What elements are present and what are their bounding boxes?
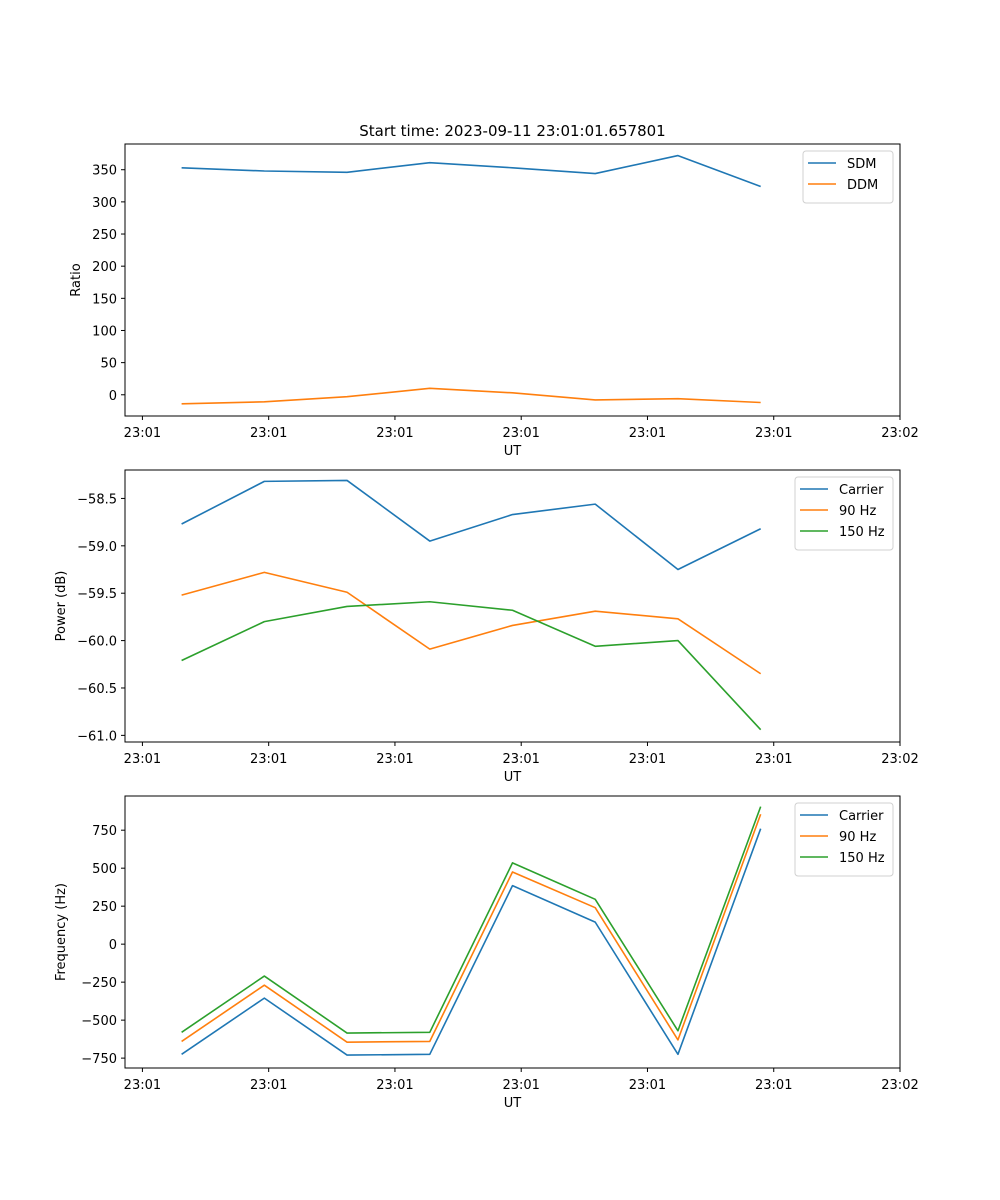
- x-tick-label: 23:01: [755, 1078, 792, 1093]
- x-tick-label: 23:01: [124, 752, 161, 767]
- series-line-150-hz: [181, 600, 762, 731]
- series-line-150-hz: [181, 806, 762, 1034]
- y-tick-label: 50: [100, 357, 117, 372]
- x-axis-label: UT: [504, 770, 522, 785]
- legend-frame: [802, 150, 894, 204]
- series-line-carrier: [181, 828, 762, 1056]
- legend-label: DDM: [847, 178, 878, 193]
- y-axis-label: Ratio: [69, 263, 84, 296]
- y-tick-label: 250: [92, 900, 117, 915]
- y-tick-label: −61.0: [77, 729, 117, 744]
- series-line-carrier: [181, 479, 762, 571]
- power-panel: 23:01 23:01 23:01 23:01 23:01 23:01 23:02 −61.0…: [54, 469, 919, 785]
- plot-area-frame: [124, 143, 901, 417]
- y-tick-label: 100: [92, 324, 117, 339]
- x-tick-label: 23:01: [376, 752, 413, 767]
- y-tick-label: −59.0: [77, 540, 117, 555]
- legend-label: Carrier: [839, 809, 884, 824]
- x-tick-label: 23:02: [881, 752, 918, 767]
- x-tick-label: 23:02: [881, 426, 918, 441]
- x-tick-label: 23:01: [502, 426, 539, 441]
- legend-label: 90 Hz: [839, 830, 876, 845]
- x-tick-label: 23:01: [250, 1078, 287, 1093]
- x-tick-label: 23:01: [629, 426, 666, 441]
- y-tick-label: −60.5: [77, 682, 117, 697]
- series-line-sdm: [181, 154, 761, 188]
- x-tick-label: 23:02: [881, 1078, 918, 1093]
- y-tick-label: 750: [92, 824, 117, 839]
- x-tick-label: 23:01: [124, 1078, 161, 1093]
- chart-title: Start time: 2023-09-11 23:01:01.657801: [359, 122, 665, 140]
- legend-label: Carrier: [839, 483, 884, 498]
- x-tick-label: 23:01: [502, 752, 539, 767]
- legend-label: SDM: [847, 157, 876, 172]
- legend-label: 90 Hz: [839, 504, 876, 519]
- x-tick-label: 23:01: [376, 1078, 413, 1093]
- y-tick-label: 200: [92, 260, 117, 275]
- y-tick-label: 0: [109, 389, 117, 404]
- x-tick-label: 23:01: [755, 752, 792, 767]
- x-tick-label: 23:01: [755, 426, 792, 441]
- y-tick-label: −60.0: [77, 635, 117, 650]
- frequency-panel: 23:01 23:01 23:01 23:01 23:01 23:01 23:02 −750 −…: [54, 795, 919, 1111]
- legend-label: 150 Hz: [839, 525, 885, 540]
- y-axis-label: Frequency (Hz): [54, 883, 69, 981]
- legend: SDM DDM: [802, 150, 894, 204]
- x-tick-label: 23:01: [250, 752, 287, 767]
- plot-area-frame: [124, 795, 901, 1069]
- legend: Carrier 90 Hz 150 Hz: [794, 802, 894, 877]
- x-tick-label: 23:01: [629, 752, 666, 767]
- y-tick-label: 300: [92, 196, 117, 211]
- y-tick-label: 350: [92, 164, 117, 179]
- y-axis-label: Power (dB): [54, 571, 69, 642]
- x-axis-label: UT: [504, 444, 522, 459]
- x-tick-label: 23:01: [250, 426, 287, 441]
- y-tick-label: −58.5: [77, 492, 117, 507]
- x-tick-label: 23:01: [376, 426, 413, 441]
- y-tick-label: −750: [81, 1052, 117, 1067]
- y-tick-label: 250: [92, 228, 117, 243]
- y-tick-label: −500: [81, 1014, 117, 1029]
- series-line-ddm: [181, 387, 761, 405]
- y-tick-label: 0: [109, 938, 117, 953]
- series-line-90-hz: [181, 571, 762, 675]
- y-tick-label: −250: [81, 976, 117, 991]
- y-tick-label: 150: [92, 292, 117, 307]
- y-tick-label: 500: [92, 862, 117, 877]
- plot-area-frame: [124, 469, 901, 743]
- series-line-90-hz: [181, 813, 762, 1043]
- x-tick-label: 23:01: [502, 1078, 539, 1093]
- ratio-panel: 23:01 23:01 23:01 23:01 23:01 23:01 23:02 0 50 10…: [69, 143, 919, 459]
- x-tick-label: 23:01: [124, 426, 161, 441]
- x-tick-label: 23:01: [629, 1078, 666, 1093]
- legend: Carrier 90 Hz 150 Hz: [794, 476, 894, 551]
- y-tick-label: −59.5: [77, 587, 117, 602]
- legend-label: 150 Hz: [839, 851, 885, 866]
- x-axis-label: UT: [504, 1096, 522, 1111]
